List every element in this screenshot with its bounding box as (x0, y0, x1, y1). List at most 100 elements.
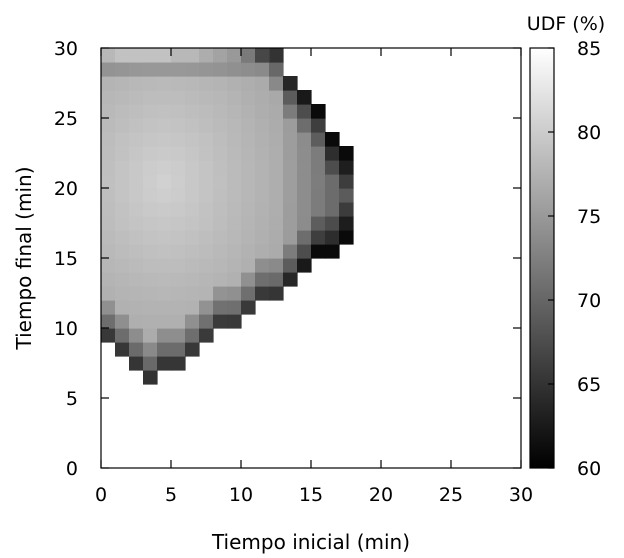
y-tick-label: 0 (66, 458, 78, 480)
heatmap-cell (213, 118, 228, 133)
heatmap-cell (129, 188, 144, 203)
heatmap-cell (269, 90, 284, 105)
heatmap-cell (269, 104, 284, 119)
heatmap-cell (157, 286, 172, 301)
heatmap-cell (255, 188, 270, 203)
heatmap-cell (199, 286, 214, 301)
heatmap-cell (185, 328, 200, 343)
heatmap-cell (255, 202, 270, 217)
heatmap-cell (199, 132, 214, 147)
heatmap-cell (171, 188, 186, 203)
heatmap-cell (115, 146, 130, 161)
heatmap-cell (227, 258, 242, 273)
heatmap-cell (241, 258, 256, 273)
y-tick-label: 5 (66, 388, 78, 410)
heatmap-cell (311, 202, 326, 217)
heatmap-cell (143, 48, 158, 63)
heatmap-cell (115, 244, 130, 259)
x-tick-label: 20 (369, 484, 393, 506)
heatmap-cell (143, 132, 158, 147)
heatmap-cell (171, 230, 186, 245)
heatmap-cell (185, 272, 200, 287)
heatmap-cell (101, 286, 116, 301)
heatmap-cell (171, 328, 186, 343)
heatmap-cell (297, 216, 312, 231)
heatmap-cell (143, 216, 158, 231)
heatmap-cell (171, 76, 186, 91)
heatmap-cell (227, 202, 242, 217)
heatmap-cell (199, 118, 214, 133)
heatmap-cell (199, 146, 214, 161)
heatmap-cell (143, 118, 158, 133)
heatmap-cell (213, 230, 228, 245)
heatmap-cell (185, 188, 200, 203)
heatmap-cell (129, 76, 144, 91)
heatmap-cell (171, 244, 186, 259)
heatmap-cell (255, 90, 270, 105)
heatmap-cell (311, 146, 326, 161)
heatmap-cell (227, 132, 242, 147)
heatmap-cell (199, 188, 214, 203)
y-tick-label: 20 (54, 178, 78, 200)
heatmap-cell (269, 244, 284, 259)
heatmap-cell (115, 48, 130, 63)
heatmap-cell (297, 132, 312, 147)
y-tick-labels: 0 5 10 15 20 25 30 (54, 38, 78, 480)
heatmap-cell (171, 174, 186, 189)
heatmap-cell (115, 104, 130, 119)
heatmap-cell (143, 90, 158, 105)
heatmap-cell (269, 160, 284, 175)
heatmap-cell (227, 48, 242, 63)
heatmap-cell (325, 244, 340, 259)
heatmap-cell (325, 216, 340, 231)
heatmap-cell (143, 286, 158, 301)
heatmap-cell (283, 230, 298, 245)
heatmap-cell (339, 146, 354, 161)
heatmap-cell (129, 118, 144, 133)
heatmap-cell (241, 118, 256, 133)
heatmap-cell (115, 132, 130, 147)
heatmap-cell (255, 48, 270, 63)
heatmap-cell (311, 132, 326, 147)
heatmap-cells (101, 48, 354, 385)
heatmap-cell (213, 216, 228, 231)
heatmap-cell (283, 272, 298, 287)
colorbar-tick-labels: 60 65 70 75 80 85 (577, 38, 601, 480)
heatmap-cell (115, 160, 130, 175)
heatmap-cell (241, 62, 256, 77)
heatmap-cell (115, 314, 130, 329)
heatmap-cell (129, 244, 144, 259)
heatmap-cell (115, 90, 130, 105)
heatmap-cell (255, 76, 270, 91)
heatmap-cell (297, 202, 312, 217)
heatmap-cell (297, 160, 312, 175)
heatmap-cell (213, 62, 228, 77)
heatmap-cell (143, 230, 158, 245)
heatmap-cell (157, 104, 172, 119)
heatmap-cell (255, 104, 270, 119)
heatmap-cell (129, 62, 144, 77)
heatmap-cell (311, 230, 326, 245)
heatmap-cell (171, 216, 186, 231)
heatmap-cell (143, 272, 158, 287)
heatmap-cell (101, 328, 116, 343)
heatmap-cell (325, 188, 340, 203)
heatmap-cell (255, 118, 270, 133)
heatmap-cell (129, 230, 144, 245)
heatmap-cell (185, 76, 200, 91)
x-tick-label: 5 (165, 484, 177, 506)
heatmap-cell (143, 314, 158, 329)
heatmap-cell (143, 258, 158, 273)
heatmap-cell (241, 230, 256, 245)
heatmap-cell (115, 174, 130, 189)
heatmap-cell (115, 286, 130, 301)
heatmap-cell (115, 230, 130, 245)
heatmap-cell (297, 244, 312, 259)
heatmap-cell (157, 174, 172, 189)
heatmap-cell (143, 62, 158, 77)
colorbar-tick-label: 60 (577, 458, 601, 480)
heatmap-cell (269, 216, 284, 231)
heatmap-cell (129, 48, 144, 63)
heatmap-cell (115, 342, 130, 357)
x-tick-labels: 0 5 10 15 20 25 30 (95, 484, 533, 506)
